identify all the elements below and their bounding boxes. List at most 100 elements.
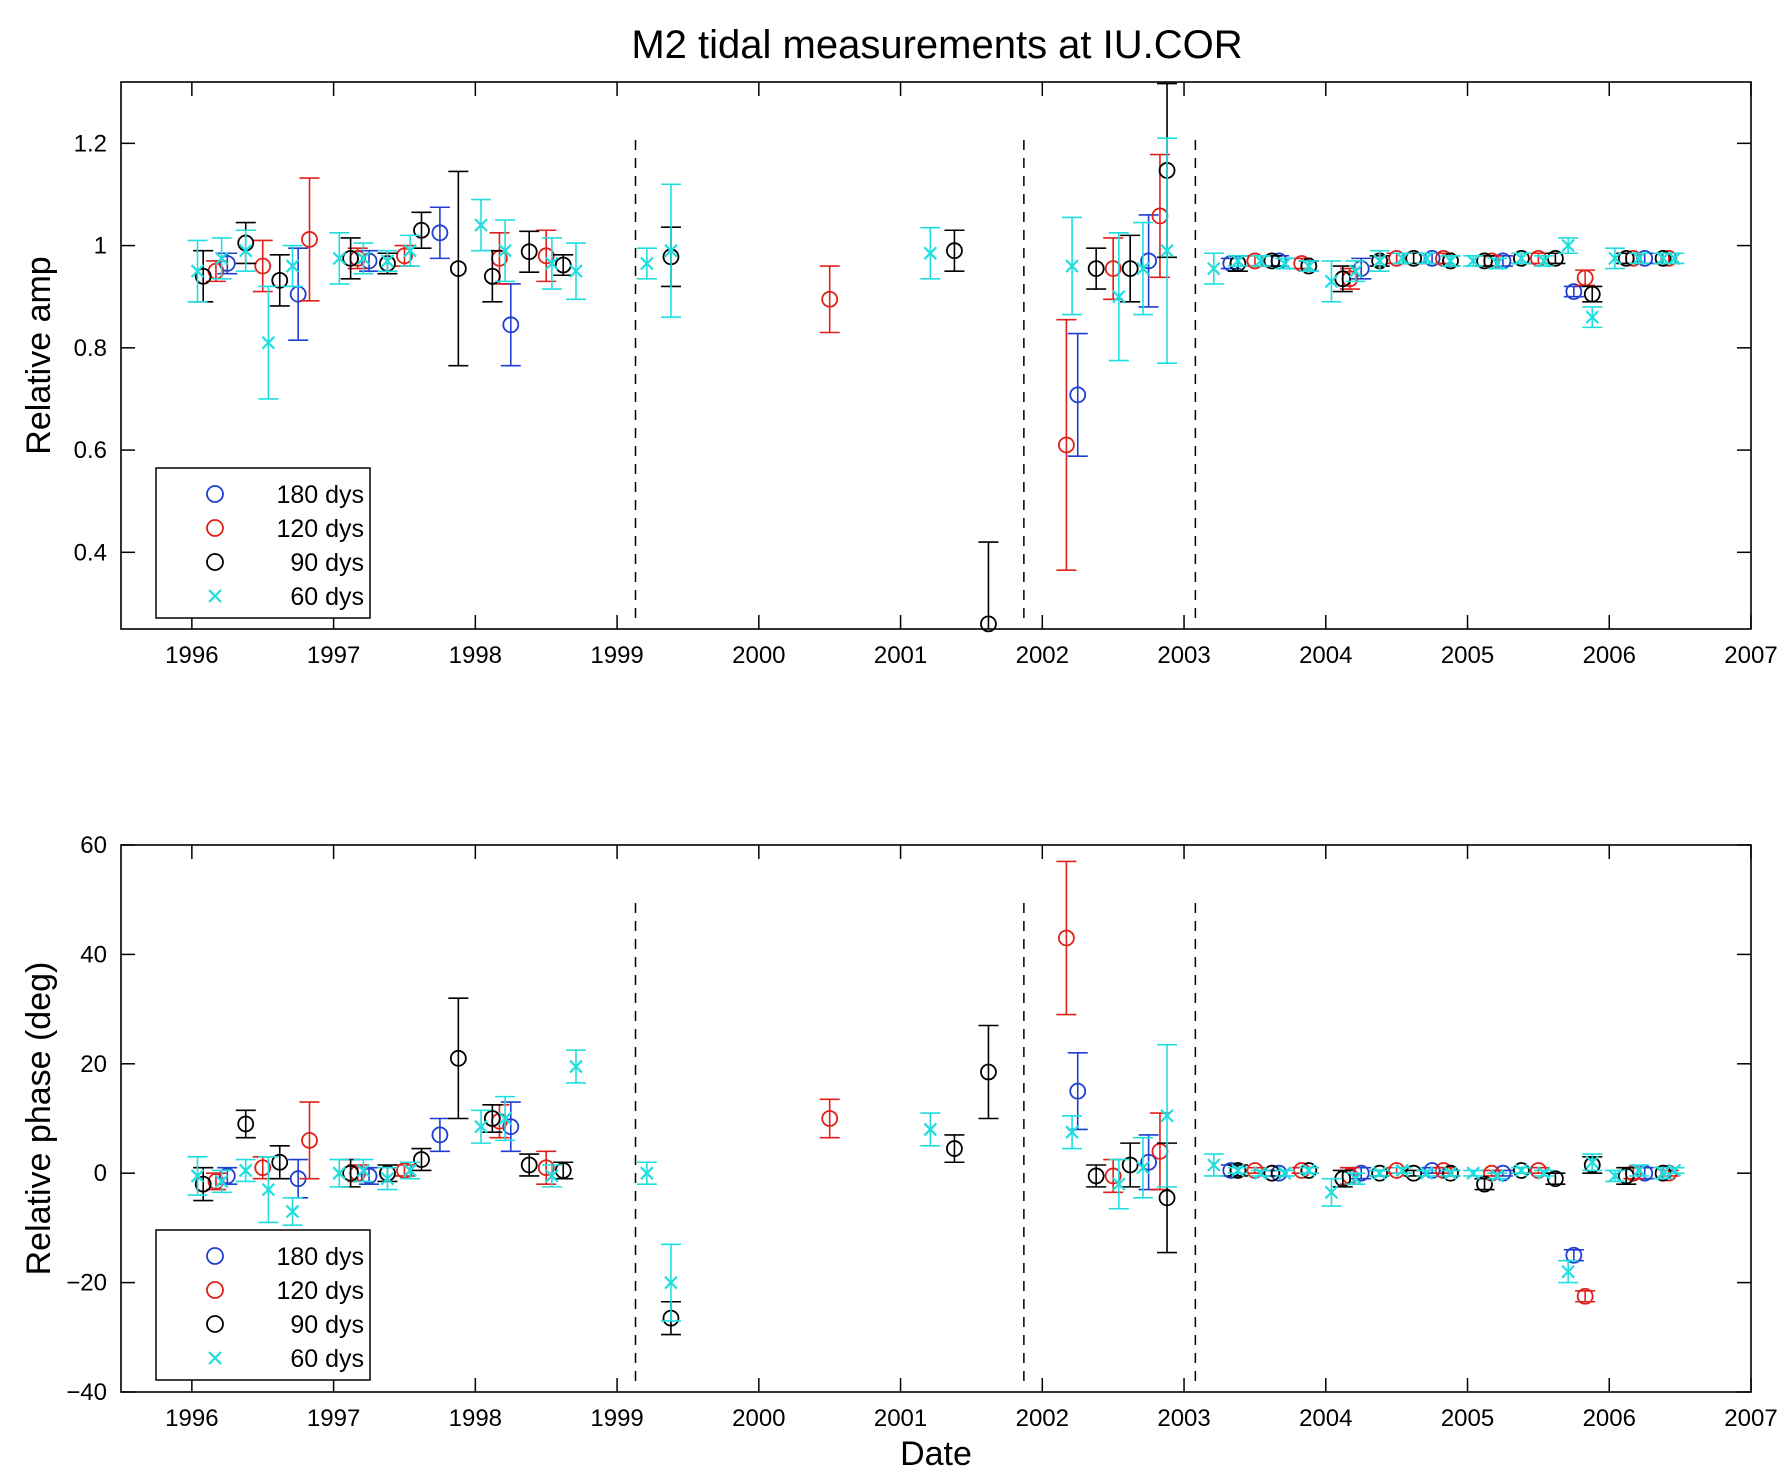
legend-label: 60 dys (290, 1345, 364, 1373)
legend-marker (206, 553, 224, 571)
data-point (194, 267, 212, 285)
data-point (923, 1122, 938, 1137)
legend-label: 180 dys (276, 1243, 364, 1271)
y-tick-label: −20 (66, 1270, 107, 1297)
data-point (520, 1156, 538, 1174)
data-point (214, 1174, 229, 1189)
data-point (483, 1110, 501, 1127)
data-point (821, 1110, 839, 1127)
data-point (554, 1162, 572, 1179)
phase-panel: 1996 1997 1998 1999 2000 2001 2002 2003 2004 2005… (20, 832, 1778, 1473)
data-point (360, 1167, 378, 1185)
data-point (413, 1151, 430, 1168)
data-point (1324, 274, 1339, 289)
data-point (261, 1182, 276, 1197)
legend-box (155, 1229, 371, 1381)
data-point (569, 264, 583, 278)
data-point (380, 1171, 395, 1186)
data-point (1136, 1160, 1150, 1175)
data-point (1253, 1166, 1268, 1180)
data-point (1300, 1162, 1318, 1179)
data-point (431, 1126, 449, 1144)
data-point (1087, 1167, 1105, 1185)
data-point (1561, 238, 1575, 253)
data-point (237, 1115, 255, 1133)
data-point (1246, 252, 1264, 270)
x-tick-label: 2002 (1016, 1405, 1069, 1432)
data-point (1660, 249, 1678, 267)
x-tick-label: 2007 (1724, 1405, 1777, 1432)
data-point (214, 251, 229, 266)
data-point (1632, 1163, 1646, 1178)
data-point (1583, 285, 1601, 303)
data-point (1207, 261, 1221, 276)
data-point (1547, 1170, 1564, 1188)
data-point (537, 1159, 555, 1177)
data-point (1405, 249, 1423, 267)
x-tick-label: 2005 (1441, 1405, 1494, 1432)
data-point (1300, 257, 1318, 275)
data-point (190, 1169, 205, 1183)
data-point (1476, 252, 1493, 270)
legend-label: 60 dys (290, 583, 364, 611)
data-point (1301, 1163, 1316, 1178)
data-point (1442, 252, 1459, 270)
data-point (498, 1111, 512, 1126)
x-tick-label: 1996 (165, 1405, 218, 1432)
x-tick-label: 2003 (1157, 642, 1210, 669)
data-point (1576, 269, 1594, 287)
data-point (332, 251, 347, 266)
data-point (1371, 1164, 1389, 1182)
data-point (332, 1166, 347, 1180)
data-point (1654, 249, 1672, 267)
y-tick-label: 40 (80, 941, 107, 968)
data-point (1372, 1166, 1387, 1180)
data-point (1372, 254, 1387, 268)
data-point (403, 243, 417, 258)
data-point (1423, 249, 1441, 267)
data-point (1277, 256, 1292, 271)
x-tick-label: 2006 (1583, 642, 1636, 669)
legend-marker (206, 1247, 224, 1265)
data-point (271, 271, 289, 289)
data-point (1617, 249, 1635, 267)
data-point (449, 1049, 467, 1067)
data-point (1565, 283, 1583, 300)
data-point (1121, 1156, 1139, 1174)
data-point (1263, 252, 1281, 270)
x-tick-label: 2005 (1441, 642, 1494, 669)
x-tick-label: 2000 (732, 1405, 785, 1432)
data-point (403, 1163, 417, 1178)
y-tick-label: 0.6 (74, 437, 107, 464)
data-point (396, 247, 413, 265)
data-point (1585, 310, 1600, 324)
data-point (545, 256, 559, 271)
data-point (1112, 289, 1126, 304)
data-point (342, 1164, 360, 1182)
x-tick-label: 1996 (165, 642, 218, 669)
data-point (569, 1059, 583, 1074)
legend-label: 90 dys (290, 549, 364, 577)
legend-label: 90 dys (290, 1311, 364, 1339)
data-point (1608, 251, 1622, 266)
data-point (1419, 251, 1434, 266)
legend-marker (206, 519, 224, 537)
legend: 180 dys 120 dys 90 dys 60 dys (155, 467, 371, 619)
data-point (1140, 1153, 1158, 1171)
data-point (1490, 1169, 1505, 1183)
data-point (190, 264, 205, 278)
data-point (1443, 254, 1458, 268)
data-point (545, 1169, 559, 1183)
data-point (285, 1204, 300, 1219)
data-point (1656, 1166, 1670, 1180)
data-point (1069, 1082, 1087, 1100)
x-tick-label: 2007 (1724, 642, 1777, 669)
data-point (1636, 249, 1654, 267)
data-point (1395, 1163, 1410, 1178)
data-point (1231, 254, 1245, 268)
data-point (285, 259, 300, 273)
y-tick-label: 0.4 (74, 539, 107, 566)
data-point (218, 255, 236, 272)
series-180-dys (217, 206, 1655, 458)
